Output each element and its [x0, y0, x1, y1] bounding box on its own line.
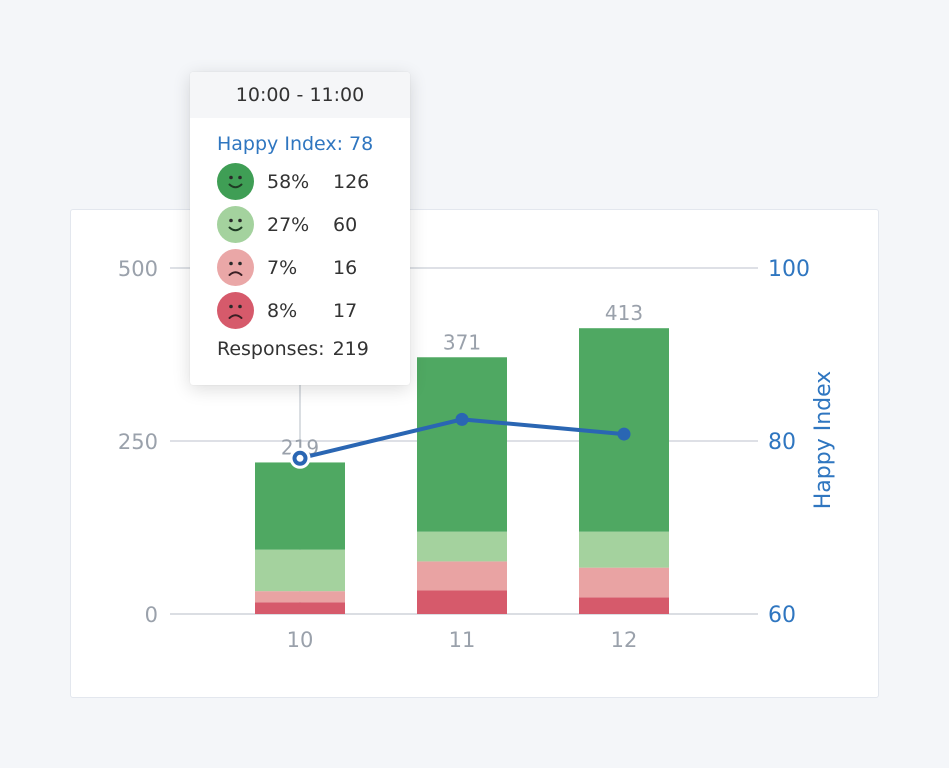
happy-index-label: Happy Index: — [217, 133, 344, 155]
bar-segment-unhappy[interactable] — [255, 591, 345, 603]
bar-segment-happy[interactable] — [417, 531, 507, 562]
tooltip-row-count: 16 — [333, 256, 358, 279]
line-point[interactable] — [617, 427, 631, 441]
bar-segment-unhappy[interactable] — [417, 561, 507, 591]
very-happy-face-icon — [217, 163, 254, 200]
line-point-center — [296, 454, 304, 462]
bar-segment-very-happy[interactable] — [417, 357, 507, 532]
bar-segment-very-unhappy[interactable] — [255, 602, 345, 614]
axes: 0 250 500 60 80 100 10 11 12 — [118, 257, 810, 652]
tooltip-happy-index: Happy Index: 78 — [217, 128, 410, 160]
bar-segment-very-unhappy[interactable] — [417, 590, 507, 614]
tooltip-row-count: 17 — [333, 299, 358, 322]
tooltip-row-percent: 27% — [267, 213, 310, 236]
right-axis-title: Happy Index — [811, 371, 836, 510]
right-tick-label: 60 — [768, 603, 796, 628]
happy-index-value: 78 — [349, 133, 374, 155]
bar-segment-unhappy[interactable] — [579, 567, 669, 598]
responses-label: Responses: — [217, 338, 325, 360]
tooltip-row-count: 60 — [333, 213, 358, 236]
very-unhappy-face-icon — [217, 292, 254, 329]
tooltip-row-count: 126 — [333, 170, 370, 193]
x-tick-label: 11 — [449, 628, 476, 652]
bar-total-label: 413 — [605, 301, 643, 325]
tooltip-row: 58% 126 — [217, 160, 410, 203]
bar-total-label: 371 — [443, 330, 481, 354]
unhappy-face-icon — [217, 249, 254, 286]
tooltip-row-percent: 58% — [267, 170, 310, 193]
happy-index-line[interactable] — [289, 412, 631, 469]
tooltip-row-percent: 8% — [267, 299, 298, 322]
stacked-bars[interactable] — [255, 328, 669, 614]
right-tick-label: 100 — [768, 257, 810, 282]
tooltip-row: 7% 16 — [217, 246, 410, 289]
tooltip-row-percent: 7% — [267, 256, 298, 279]
x-tick-label: 10 — [287, 628, 314, 652]
left-tick-label: 250 — [118, 430, 158, 454]
tooltip-time-range: 10:00 - 11:00 — [190, 72, 410, 118]
left-tick-label: 500 — [118, 257, 158, 281]
left-tick-label: 0 — [145, 603, 158, 627]
chart-tooltip: 10:00 - 11:00 Happy Index: 78 58% 126 27% 6… — [190, 72, 410, 385]
tooltip-row: 8% 17 — [217, 289, 410, 332]
tooltip-row: 27% 60 — [217, 203, 410, 246]
happy-face-icon — [217, 206, 254, 243]
right-tick-label: 80 — [768, 430, 796, 455]
bar-segment-happy[interactable] — [255, 549, 345, 592]
responses-value: 219 — [332, 338, 369, 360]
line-point[interactable] — [455, 412, 469, 426]
bar-segment-very-unhappy[interactable] — [579, 597, 669, 614]
bar-segment-happy[interactable] — [579, 531, 669, 568]
tooltip-responses: Responses: 219 — [217, 338, 410, 360]
x-tick-label: 12 — [611, 628, 638, 652]
bar-segment-very-happy[interactable] — [255, 462, 345, 550]
